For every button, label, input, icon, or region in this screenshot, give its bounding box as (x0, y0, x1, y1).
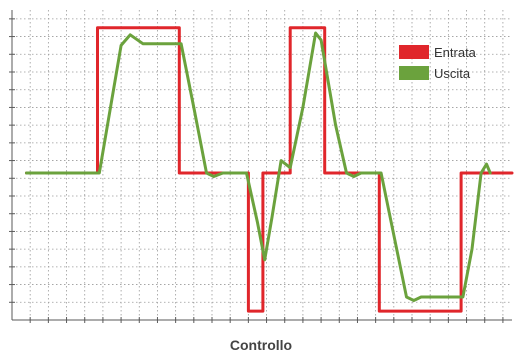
axes (9, 10, 512, 323)
legend-label-entrata: Entrata (434, 45, 477, 60)
legend-swatch-uscita (399, 66, 429, 80)
series-line-uscita (25, 31, 492, 302)
series-group (25, 26, 514, 313)
series-line-entrata (25, 26, 514, 313)
legend-swatch-entrata (399, 45, 429, 59)
x-axis-label: Controllo (230, 337, 292, 353)
legend-label-uscita: Uscita (434, 66, 471, 81)
legend: Entrata Uscita (399, 45, 477, 81)
